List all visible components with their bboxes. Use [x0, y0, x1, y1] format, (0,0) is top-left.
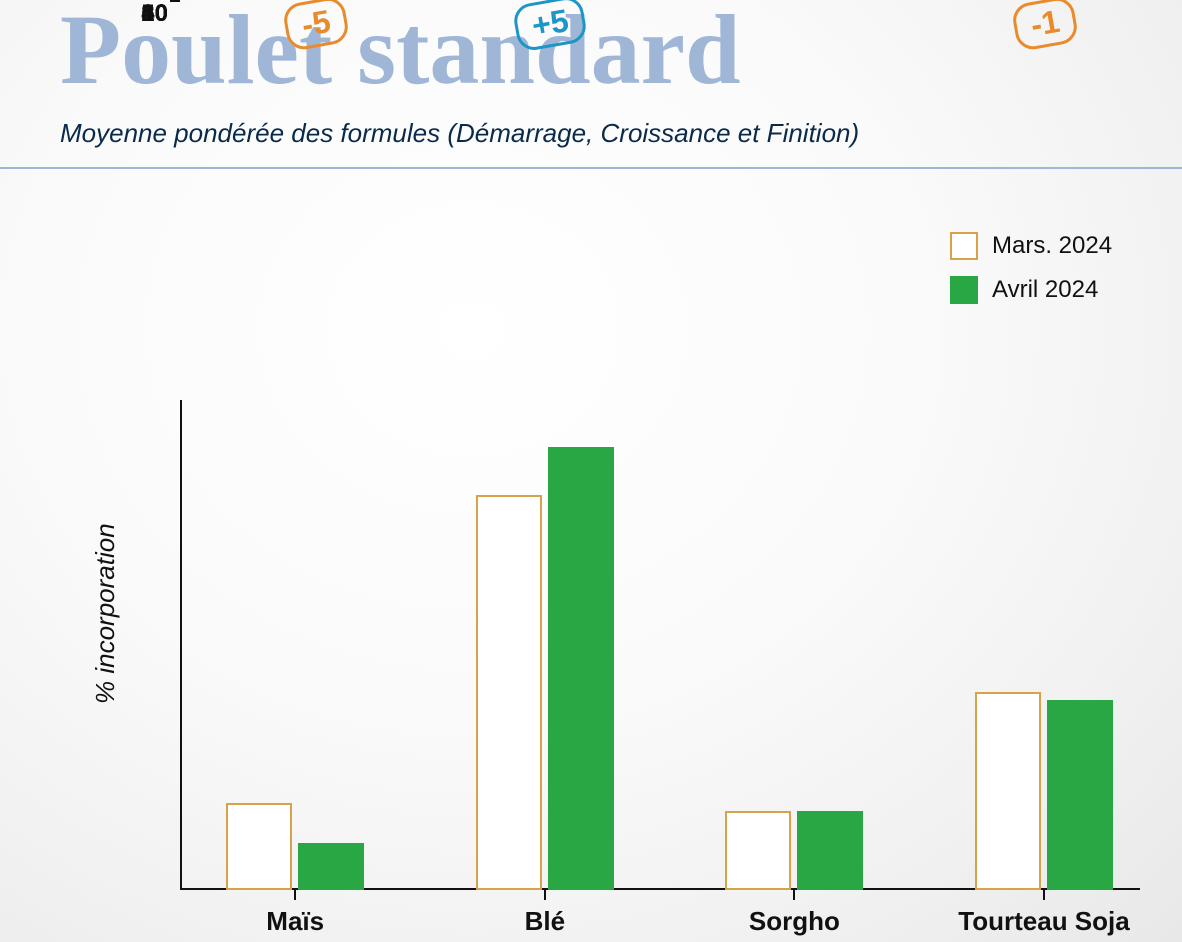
- bar: [975, 692, 1041, 890]
- x-category-label: Maïs: [266, 906, 324, 937]
- x-tick-mark: [793, 890, 795, 900]
- x-category-label: Sorgho: [749, 906, 840, 937]
- page-root: Poulet standard Moyenne pondérée des for…: [0, 0, 1182, 942]
- bar: [226, 803, 292, 890]
- x-tick-mark: [1043, 890, 1045, 900]
- bar: [298, 843, 364, 890]
- chart: 0102030405060% incorporationMaïsBléSorgh…: [0, 0, 1182, 942]
- y-tick-mark: [170, 0, 180, 2]
- y-tick-label: 60: [120, 0, 168, 28]
- delta-badge: -1: [1010, 0, 1080, 52]
- x-category-label: Tourteau Soja: [958, 906, 1129, 937]
- x-category-label: Blé: [525, 906, 565, 937]
- x-tick-mark: [544, 890, 546, 900]
- bar: [1047, 700, 1113, 890]
- bar: [548, 447, 614, 890]
- bar: [725, 811, 791, 890]
- bar: [797, 811, 863, 890]
- delta-badge: -5: [282, 0, 352, 52]
- bar: [476, 495, 542, 890]
- x-tick-mark: [294, 890, 296, 900]
- y-axis-title: % incorporation: [90, 523, 121, 704]
- delta-badge: +5: [511, 0, 589, 53]
